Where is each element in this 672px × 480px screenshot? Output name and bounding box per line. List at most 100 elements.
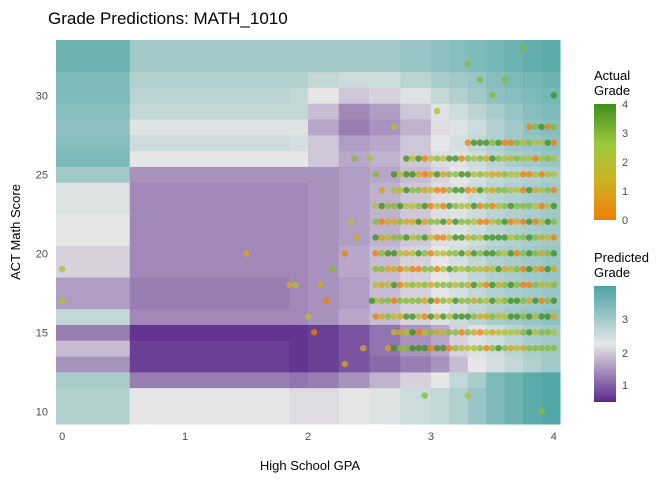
grade-point — [446, 234, 453, 241]
heatmap-tile — [541, 387, 561, 425]
heatmap-tile — [129, 356, 291, 373]
legend-predicted-colorbar — [594, 286, 616, 402]
grade-point — [501, 313, 508, 320]
grade-point — [489, 186, 496, 194]
heatmap-tile — [486, 40, 506, 73]
grade-point — [403, 250, 410, 257]
grade-point — [532, 202, 539, 210]
heatmap-tile — [523, 387, 543, 425]
heatmap-tile — [338, 356, 370, 373]
grade-point — [384, 313, 392, 320]
grade-point — [483, 171, 490, 178]
heatmap-tile — [289, 308, 309, 325]
grade-point — [378, 202, 385, 210]
heatmap-tile — [430, 213, 450, 246]
heatmap-tile — [129, 150, 291, 167]
grade-point — [433, 313, 441, 320]
grade-point — [470, 139, 478, 146]
grade-point — [427, 344, 435, 352]
grade-point — [550, 234, 558, 241]
grade-point — [501, 155, 508, 162]
heatmap-tile — [430, 245, 450, 278]
grade-point — [440, 250, 447, 257]
grade-point — [384, 344, 392, 352]
grade-point — [532, 155, 539, 162]
grade-point — [421, 250, 428, 257]
heatmap-tile — [467, 119, 487, 136]
heatmap-tile — [129, 324, 291, 341]
grade-point — [433, 250, 441, 257]
heatmap-tile — [308, 119, 340, 136]
grade-point — [495, 281, 502, 289]
heatmap-tile — [430, 387, 450, 425]
legend-actual-colorbar — [594, 104, 616, 220]
legend-actual-title-line2: Grade — [594, 83, 630, 98]
grade-point — [427, 186, 435, 194]
grade-point — [476, 297, 484, 304]
grade-point — [495, 171, 502, 178]
grade-point — [446, 265, 453, 273]
grade-point — [415, 250, 422, 257]
grade-point — [470, 171, 478, 178]
grade-point — [532, 139, 539, 146]
grade-point — [421, 202, 428, 210]
grade-point — [58, 297, 66, 304]
grade-point — [513, 155, 521, 162]
heatmap-tile — [289, 213, 309, 246]
grade-point — [310, 329, 318, 336]
grade-point — [464, 171, 472, 178]
grade-point — [323, 297, 330, 304]
legend-actual-tick-3: 3 — [622, 128, 628, 140]
grade-point — [507, 344, 515, 352]
grade-point — [532, 218, 539, 225]
grade-point — [409, 234, 416, 241]
heatmap-tile — [400, 277, 432, 310]
heatmap-tile — [400, 182, 432, 215]
heatmap-tile — [400, 371, 432, 389]
grade-point — [446, 344, 453, 352]
grade-point — [378, 297, 385, 304]
heatmap-tile — [430, 277, 450, 310]
grade-point — [476, 139, 484, 146]
grade-point — [470, 329, 478, 336]
heatmap-tile — [467, 87, 487, 104]
grade-point — [464, 234, 472, 241]
heatmap-tile — [289, 277, 309, 310]
heatmap-tile — [430, 119, 450, 136]
heatmap-tile — [449, 119, 469, 136]
grade-point — [409, 186, 416, 194]
heatmap-tile — [338, 213, 370, 246]
heatmap-tile — [289, 356, 309, 373]
y-axis-label: ACT Math Score — [8, 184, 23, 280]
grade-point — [403, 281, 410, 289]
heatmap-tile — [467, 356, 487, 373]
grade-point — [341, 360, 349, 368]
grade-point — [433, 297, 441, 304]
heatmap-tile — [400, 213, 432, 246]
grade-point — [378, 281, 385, 289]
grade-point — [513, 281, 521, 289]
grade-point — [433, 344, 441, 352]
grade-point — [507, 265, 515, 273]
grade-point — [403, 171, 410, 178]
grade-point — [550, 171, 558, 178]
x-axis-ticks: 0 1 2 3 4 — [59, 431, 557, 443]
grade-point — [476, 265, 484, 273]
grade-point — [495, 218, 502, 225]
grade-point — [538, 155, 545, 162]
grade-point — [519, 186, 527, 194]
heatmap-tile — [523, 40, 543, 73]
heatmap-tile — [289, 119, 309, 136]
grade-point — [427, 202, 435, 210]
grade-point — [513, 186, 521, 194]
heatmap-tile — [467, 245, 487, 278]
grade-point — [519, 329, 527, 336]
grade-point — [519, 344, 527, 352]
legend-predicted-title-line1: Predicted — [594, 250, 649, 265]
grade-point — [415, 186, 422, 194]
legend-actual-tick-4: 4 — [622, 99, 628, 111]
heatmap-tile — [504, 356, 524, 373]
grade-point — [409, 155, 416, 162]
heatmap-tile — [400, 134, 432, 152]
grade-point — [351, 155, 358, 162]
